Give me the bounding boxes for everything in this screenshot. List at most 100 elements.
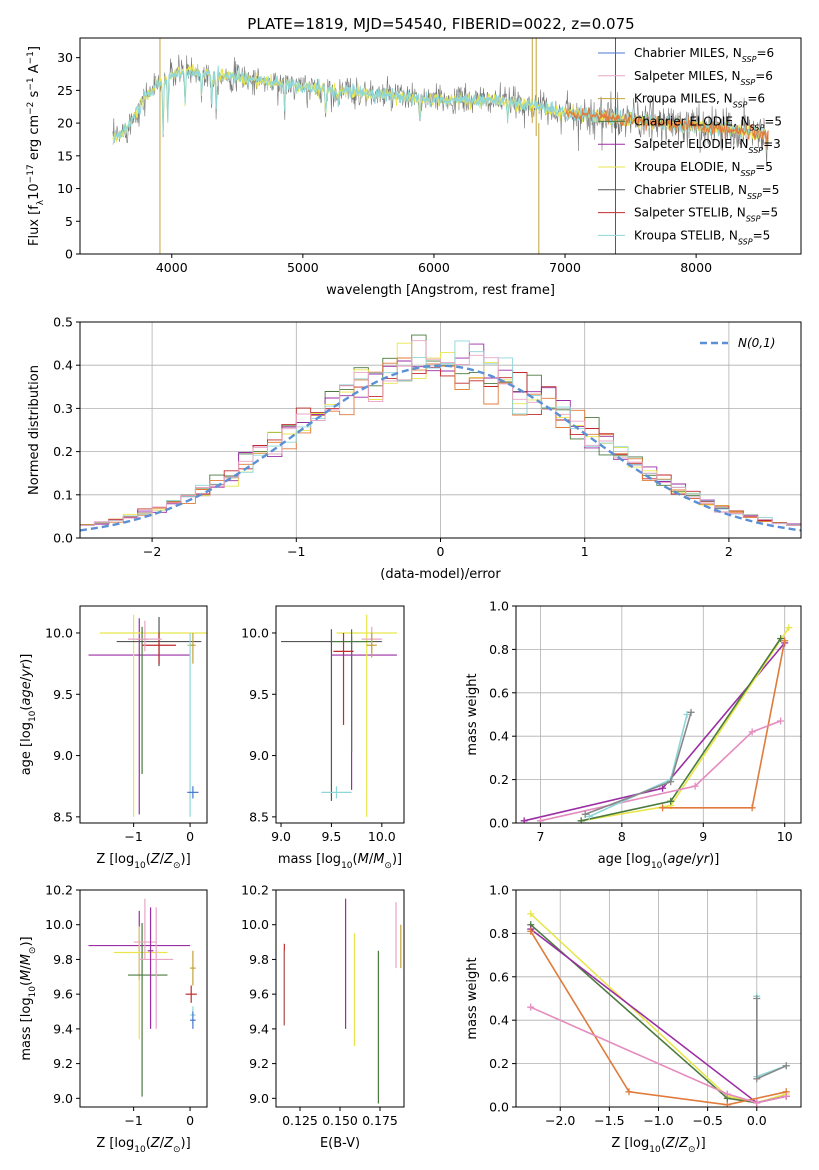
x-tick-label: 0: [186, 829, 194, 844]
y-tick-label: 10: [57, 181, 73, 196]
series-marker: [777, 635, 785, 643]
x-tick-label: 8000: [680, 260, 712, 275]
y-tick-label: 8.5: [249, 809, 269, 824]
legend-entry: Kroupa ELODIE, NSSP=5: [634, 160, 773, 178]
y-tick-label: 0.2: [489, 772, 509, 787]
y-tick-label: 9.0: [249, 748, 269, 763]
legend-entry: Chabrier MILES, NSSP=6: [634, 46, 774, 64]
x-tick-label: 0.175: [362, 1113, 398, 1128]
x-tick-label: 7: [536, 829, 544, 844]
x-tick-label: 4000: [156, 260, 188, 275]
y-tick-label: 10.0: [241, 917, 269, 932]
series-line: [756, 996, 787, 1078]
panel-age_vs_Z: −1 0 8.5 9.0 9.5 10.0 Z [log10(Z/Z⊙)] age [log1…: [19, 605, 208, 871]
y-tick-label: 0.0: [489, 816, 509, 831]
series-marker: [753, 995, 761, 1002]
series-marker: [581, 810, 589, 818]
y-tick-label: 10.0: [45, 625, 73, 640]
y-tick-label: 30: [57, 50, 73, 65]
y-tick-label: 0.6: [489, 969, 509, 984]
x-tick-label: 1: [581, 544, 589, 559]
series-line: [523, 642, 786, 822]
y-tick-label: 8.5: [53, 809, 73, 824]
y-tick-label: 9.5: [53, 687, 73, 702]
series-marker: [687, 708, 695, 716]
series-marker: [527, 910, 535, 918]
x-axis-label: Z [log10(Z/Z⊙)]: [96, 1136, 190, 1155]
axes-frame: [79, 889, 208, 1108]
series-marker: [748, 728, 756, 736]
panel-mass_vs_EBV: 0.125 0.150 0.175 9.0 9.2 9.4 9.6 9.8 10.0 10.2 E(…: [241, 883, 405, 1151]
plot-area-weight_vs_Z: [527, 910, 790, 1107]
y-tick-label: 0.2: [489, 1056, 509, 1071]
x-tick-label: 2: [725, 544, 733, 559]
x-tick-label: 0.150: [322, 1113, 358, 1128]
plot-area-mass_vs_EBV: [283, 898, 402, 1104]
y-tick-label: 0.5: [53, 315, 73, 330]
panel-weight_vs_Z: −2.0 −1.5 −1.0 −0.5 0.0 0.0 0.2 0.4 0.6 0.8 1.0 Z […: [465, 883, 802, 1155]
x-tick-label: −1: [287, 544, 305, 559]
x-axis-label: wavelength [Angstrom, rest frame]: [326, 283, 555, 298]
y-tick-label: 10.2: [241, 883, 269, 898]
series-marker: [753, 1075, 761, 1083]
series-marker: [527, 1003, 535, 1011]
x-axis-label: Z [log10(Z/Z⊙)]: [611, 1136, 705, 1155]
y-tick-label: 9.4: [53, 1021, 73, 1036]
panel-mass_vs_Z: −1 0 9.0 9.2 9.4 9.6 9.8 10.0 10.2 Z [log10(Z/Z⊙)…: [19, 883, 208, 1155]
plot-area-residuals: [80, 334, 801, 532]
series-marker: [585, 812, 593, 820]
y-axis-label: mass [log10(M/M⊙)]: [19, 936, 38, 1060]
series-marker: [520, 817, 528, 823]
panel-spectrum: 4000 5000 6000 7000 8000 0 5 10 15 20 25 30 waveleng…: [26, 37, 802, 298]
series-marker: [785, 624, 793, 632]
series-marker: [777, 717, 785, 725]
y-tick-label: 0.3: [53, 401, 73, 416]
spectrum-model: [565, 107, 769, 150]
y-axis-label: Flux [fλ10−17 erg cm−2 s−1 A−1]: [26, 46, 46, 246]
plot-area-weight_vs_age: [520, 624, 793, 823]
y-tick-label: 10.0: [45, 917, 73, 932]
y-tick-label: 9.0: [53, 1091, 73, 1106]
series-line: [530, 1006, 787, 1104]
series-marker: [723, 1101, 731, 1107]
y-tick-label: 9.0: [53, 748, 73, 763]
y-tick-label: 1.0: [489, 599, 509, 614]
x-axis-label: E(B-V): [320, 1136, 360, 1151]
x-tick-label: −2.0: [545, 1113, 575, 1128]
legend-entry: Chabrier STELIB, NSSP=5: [634, 183, 779, 201]
plot-area-mass_vs_Z: [88, 898, 197, 1097]
x-axis-label: mass [log10(M/M⊙)]: [278, 852, 402, 871]
legend-entry: N(0,1): [738, 336, 775, 350]
series-marker: [748, 804, 756, 812]
axes-frame: [79, 37, 802, 255]
y-tick-label: 9.8: [249, 952, 269, 967]
y-tick-label: 25: [57, 83, 73, 98]
y-tick-label: 9.2: [53, 1056, 73, 1071]
x-tick-label: −1.5: [594, 1113, 624, 1128]
y-tick-label: 0.2: [53, 444, 73, 459]
x-tick-label: −1.0: [643, 1113, 673, 1128]
y-tick-label: 0.8: [489, 926, 509, 941]
axes-frame: [275, 889, 405, 1108]
x-tick-label: 0: [186, 1113, 194, 1128]
y-tick-label: 9.6: [249, 987, 269, 1002]
y-tick-label: 0.6: [489, 685, 509, 700]
x-axis-label: Z [log10(Z/Z⊙)]: [96, 852, 190, 871]
plot-area-spectrum: [112, 38, 769, 254]
x-tick-label: 5000: [287, 260, 319, 275]
series-marker: [753, 1099, 761, 1107]
x-tick-label: 0.0: [747, 1113, 767, 1128]
y-tick-label: 9.0: [249, 1091, 269, 1106]
axes-frame: [275, 605, 405, 824]
y-axis-label: age [log10(age/yr)]: [19, 654, 38, 776]
y-tick-label: 10.2: [45, 883, 73, 898]
series-marker: [691, 782, 699, 790]
x-tick-label: 10: [777, 829, 793, 844]
y-tick-label: 9.5: [249, 687, 269, 702]
plot-area-age_vs_Z: [88, 614, 207, 817]
y-tick-label: 10.0: [241, 625, 269, 640]
series-marker: [667, 778, 675, 786]
series-marker: [667, 797, 675, 805]
y-tick-label: 0.4: [53, 358, 73, 373]
